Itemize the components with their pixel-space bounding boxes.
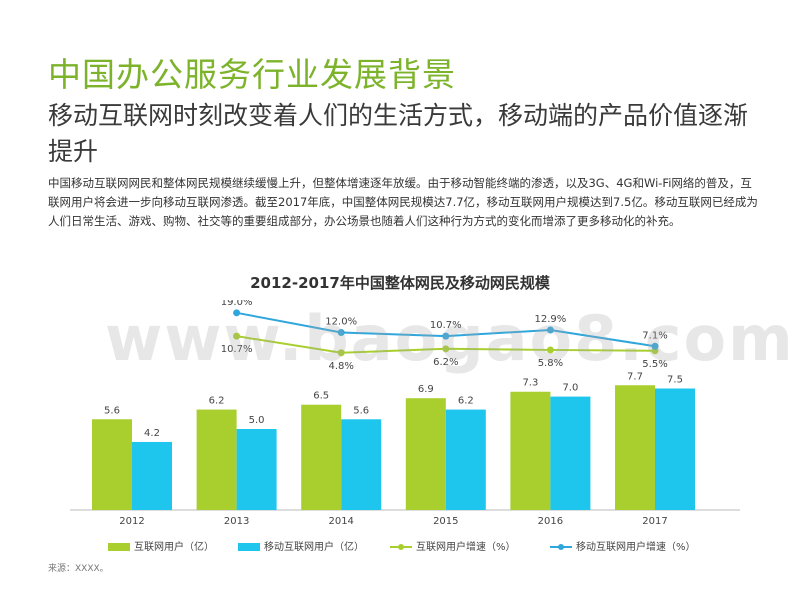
- legend-swatch-mobile-users: [238, 543, 260, 551]
- data-label-mobile-users: 5.0: [249, 415, 265, 426]
- chart-legend: 互联网用户（亿） 移动互联网用户（亿） 互联网用户增速（%） 移动互联网用户增速…: [60, 538, 760, 554]
- point-mobile-growth: [546, 326, 554, 334]
- legend-label-mobile-users: 移动互联网用户（亿）: [264, 542, 364, 553]
- bar-internet-users: [301, 404, 342, 510]
- bar-mobile-users: [445, 409, 486, 510]
- data-label-mobile-users: 7.5: [667, 375, 683, 386]
- bar-mobile-users: [550, 396, 591, 510]
- point-mobile-growth: [337, 329, 345, 336]
- data-label-internet-users: 6.5: [313, 391, 329, 402]
- legend-swatch-internet-users: [108, 543, 130, 551]
- legend-item-mobile-growth: 移动互联网用户增速（%）: [550, 538, 696, 553]
- data-label-internet-growth: 4.8%: [328, 361, 353, 372]
- data-label-mobile-users: 7.0: [562, 383, 578, 394]
- x-tick-label: 2015: [433, 516, 458, 527]
- data-label-internet-growth: 5.8%: [538, 358, 563, 369]
- legend-item-internet-users: 互联网用户（亿）: [108, 538, 214, 553]
- x-tick-label: 2013: [224, 516, 249, 527]
- bar-internet-users: [405, 398, 446, 510]
- legend-swatch-internet-growth: [390, 544, 412, 550]
- point-internet-growth: [546, 346, 554, 354]
- data-label-mobile-growth: 10.7%: [430, 320, 462, 331]
- data-label-internet-users: 6.9: [418, 384, 434, 395]
- chart-title: 2012-2017年中国整体网民及移动网民规模: [250, 274, 550, 292]
- x-tick-label: 2016: [538, 516, 563, 527]
- data-label-internet-users: 5.6: [104, 405, 120, 416]
- legend-swatch-mobile-growth: [550, 544, 572, 550]
- data-label-mobile-growth: 7.1%: [642, 330, 667, 341]
- legend-item-mobile-users: 移动互联网用户（亿）: [238, 538, 364, 553]
- bar-mobile-users: [655, 388, 695, 510]
- data-label-internet-users: 7.7: [627, 371, 643, 382]
- data-label-mobile-users: 4.2: [144, 428, 160, 439]
- data-label-mobile-growth: 12.9%: [535, 314, 567, 325]
- x-tick-label: 2017: [642, 516, 667, 527]
- data-label-mobile-growth: 12.0%: [325, 317, 357, 328]
- page-subtitle: 移动互联网时刻改变着人们的生活方式，移动端的产品价值逐渐提升: [48, 101, 749, 166]
- bar-internet-users: [615, 385, 655, 510]
- data-label-mobile-users: 5.6: [353, 405, 369, 416]
- point-internet-growth: [233, 332, 241, 340]
- bar-mobile-users: [341, 419, 382, 510]
- bar-mobile-users: [132, 441, 172, 510]
- legend-label-mobile-growth: 移动互联网用户增速（%）: [576, 542, 696, 553]
- bar-internet-users: [510, 391, 551, 510]
- data-label-mobile-growth: 19.0%: [221, 300, 253, 308]
- point-internet-growth: [337, 349, 345, 357]
- data-label-internet-users: 7.3: [522, 378, 538, 389]
- data-label-internet-growth: 5.5%: [642, 359, 667, 370]
- data-label-internet-growth: 10.7%: [221, 344, 253, 355]
- point-mobile-growth: [442, 332, 450, 340]
- data-label-internet-users: 6.2: [209, 396, 225, 407]
- legend-label-internet-growth: 互联网用户增速（%）: [416, 542, 516, 553]
- page-title: 中国办公服务行业发展背景: [48, 55, 456, 94]
- bar-internet-users: [196, 409, 237, 510]
- bar-mobile-users: [236, 429, 277, 510]
- legend-item-internet-growth: 互联网用户增速（%）: [390, 538, 516, 553]
- point-mobile-growth: [233, 309, 241, 317]
- x-tick-label: 2012: [119, 516, 144, 527]
- point-mobile-growth: [651, 342, 659, 350]
- body-paragraph: 中国移动互联网网民和整体网民规模继续缓慢上升，但整体增速逐年放缓。由于移动智能终…: [48, 176, 758, 228]
- legend-label-internet-users: 互联网用户（亿）: [134, 542, 214, 553]
- data-label-mobile-users: 6.2: [458, 396, 474, 407]
- chart: 5.6 4.2 2012 6.2 5.0 2013 6.5 5.6 2014 6.9 6.2 2015…: [70, 300, 740, 527]
- data-label-internet-growth: 6.2%: [433, 357, 458, 368]
- x-tick-label: 2014: [328, 516, 353, 527]
- source-note: 来源：XXXX。: [48, 564, 109, 574]
- point-internet-growth: [442, 345, 450, 353]
- bar-internet-users: [92, 419, 132, 510]
